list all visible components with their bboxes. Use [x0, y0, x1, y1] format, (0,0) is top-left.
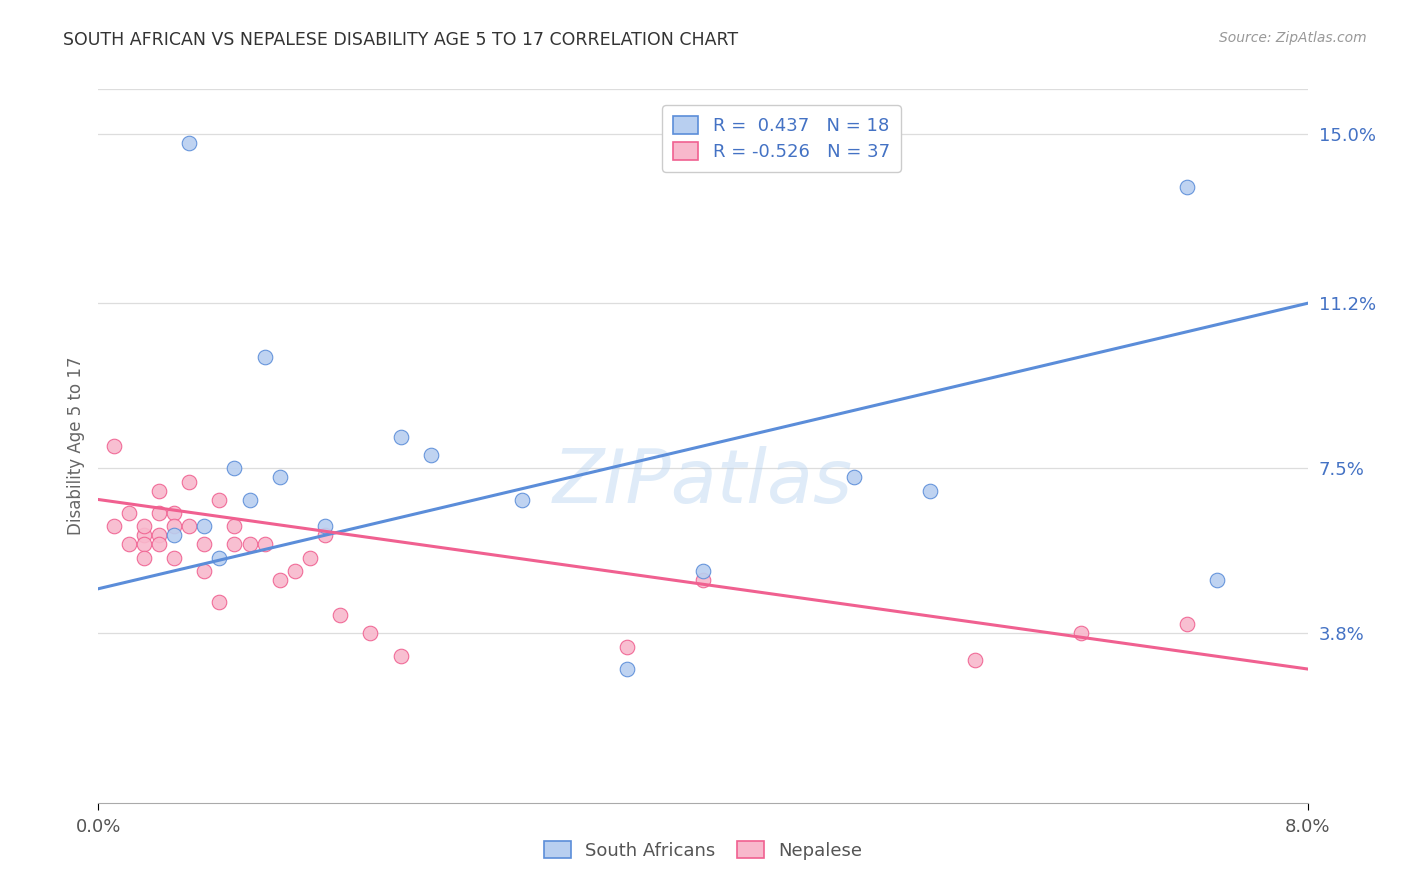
Point	[224, 461, 246, 475]
Point	[179, 475, 201, 489]
Point	[163, 528, 186, 542]
Point	[314, 528, 336, 542]
Point	[253, 537, 276, 551]
Point	[193, 537, 215, 551]
Point	[239, 492, 262, 507]
Point	[193, 519, 215, 533]
Point	[148, 537, 170, 551]
Point	[1070, 626, 1092, 640]
Point	[103, 439, 125, 453]
Point	[208, 595, 231, 609]
Point	[918, 483, 941, 498]
Point	[1206, 573, 1229, 587]
Point	[1175, 617, 1198, 632]
Point	[132, 550, 155, 565]
Point	[284, 564, 307, 578]
Point	[692, 573, 714, 587]
Point	[179, 519, 201, 533]
Text: Source: ZipAtlas.com: Source: ZipAtlas.com	[1219, 31, 1367, 45]
Point	[616, 640, 638, 654]
Point	[239, 537, 262, 551]
Legend: R =  0.437   N = 18, R = -0.526   N = 37: R = 0.437 N = 18, R = -0.526 N = 37	[662, 105, 901, 172]
Point	[389, 430, 412, 444]
Point	[510, 492, 533, 507]
Point	[163, 506, 186, 520]
Y-axis label: Disability Age 5 to 17: Disability Age 5 to 17	[66, 357, 84, 535]
Point	[208, 550, 231, 565]
Point	[616, 662, 638, 676]
Point	[253, 350, 276, 364]
Point	[132, 519, 155, 533]
Text: SOUTH AFRICAN VS NEPALESE DISABILITY AGE 5 TO 17 CORRELATION CHART: SOUTH AFRICAN VS NEPALESE DISABILITY AGE…	[63, 31, 738, 49]
Point	[844, 470, 866, 484]
Point	[148, 528, 170, 542]
Point	[360, 626, 382, 640]
Point	[193, 564, 215, 578]
Point	[208, 492, 231, 507]
Point	[163, 550, 186, 565]
Point	[163, 519, 186, 533]
Point	[179, 136, 201, 150]
Point	[103, 519, 125, 533]
Point	[299, 550, 322, 565]
Point	[692, 564, 714, 578]
Point	[269, 470, 291, 484]
Point	[148, 506, 170, 520]
Point	[148, 483, 170, 498]
Point	[965, 653, 987, 667]
Point	[1175, 180, 1198, 194]
Text: ZIPatlas: ZIPatlas	[553, 446, 853, 517]
Legend: South Africans, Nepalese: South Africans, Nepalese	[536, 834, 870, 867]
Point	[314, 519, 336, 533]
Point	[224, 519, 246, 533]
Point	[118, 506, 141, 520]
Point	[269, 573, 291, 587]
Point	[132, 528, 155, 542]
Point	[132, 537, 155, 551]
Point	[329, 608, 352, 623]
Point	[420, 448, 443, 462]
Point	[224, 537, 246, 551]
Point	[118, 537, 141, 551]
Point	[389, 648, 412, 663]
